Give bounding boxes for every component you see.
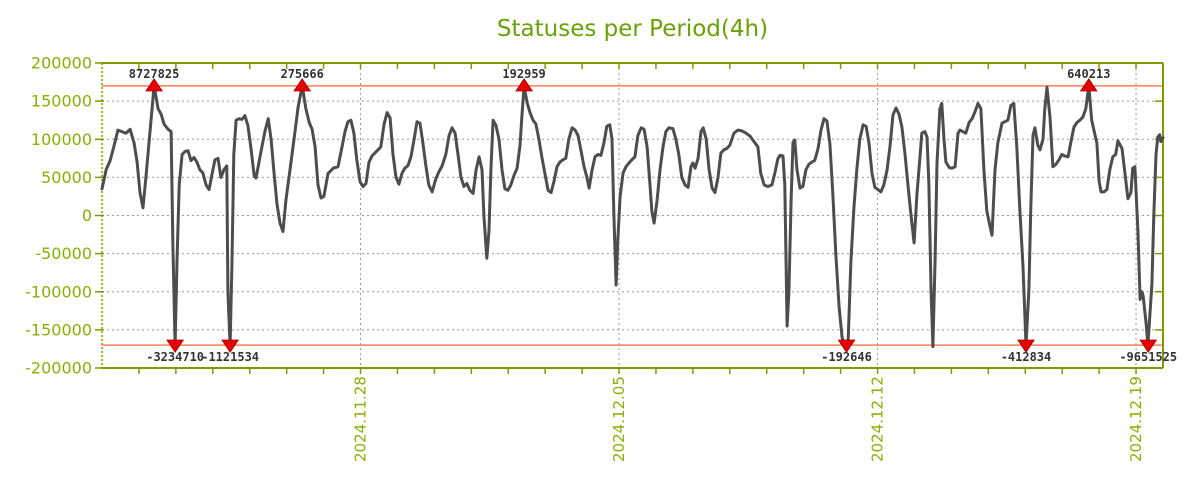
alert-marker-up: [293, 77, 312, 92]
alert-marker-label: 640213: [1067, 67, 1110, 81]
alert-marker-up: [515, 77, 534, 92]
alert-marker-label: 275666: [280, 67, 323, 81]
alert-marker-label: -3234710: [146, 350, 204, 364]
x-axis-label: 2024.12.19: [1127, 376, 1145, 462]
y-axis-label: -200000: [25, 359, 92, 378]
y-axis-label: 50000: [41, 168, 92, 187]
y-axis-label: 150000: [31, 92, 92, 111]
y-axis-label: 100000: [31, 130, 92, 149]
alert-marker-label: 8727825: [129, 67, 180, 81]
alert-marker-up: [145, 77, 164, 92]
alert-marker-label: -412834: [1001, 350, 1052, 364]
x-axis-label: 2024.11.28: [352, 376, 370, 462]
alert-marker-label: 192959: [502, 67, 545, 81]
y-axis-label: -150000: [25, 320, 92, 339]
y-axis-label: 200000: [31, 54, 92, 73]
alert-marker-down: [1139, 339, 1158, 354]
alert-marker-label: -1121534: [201, 350, 259, 364]
alert-marker-down: [1017, 339, 1035, 354]
chart-title: Statuses per Period(4h): [496, 16, 769, 42]
series-line: [100, 84, 1165, 349]
y-axis-label: -50000: [35, 244, 92, 263]
y-axis-label: 0: [82, 206, 92, 225]
alert-marker-down: [837, 339, 856, 354]
alert-marker-label: -192646: [821, 350, 872, 364]
alert-marker-label: -9651525: [1119, 350, 1177, 364]
alert-marker-up: [1079, 77, 1098, 92]
alert-marker-down: [221, 339, 240, 354]
x-axis-label: 2024.12.05: [610, 376, 628, 462]
y-axis-label: -100000: [25, 282, 92, 301]
alert-marker-down: [166, 339, 185, 354]
x-axis-label: 2024.12.12: [869, 376, 887, 462]
